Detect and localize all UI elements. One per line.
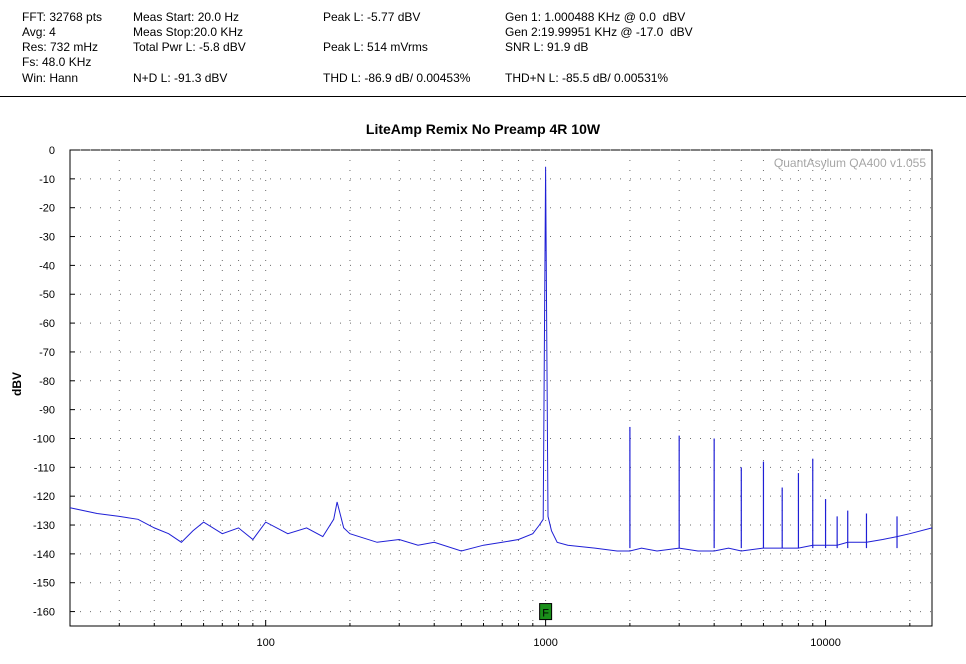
stat-peak-dbv: Peak L: -5.77 dBV (323, 10, 421, 24)
stat-peak-mv: Peak L: 514 mVrms (323, 40, 428, 54)
y-tick-label: -60 (39, 318, 55, 330)
chart-title: LiteAmp Remix No Preamp 4R 10W (365, 121, 601, 137)
y-tick-label: -10 (39, 174, 55, 186)
y-tick-label: -90 (39, 405, 55, 417)
y-tick-label: -140 (33, 549, 55, 561)
y-tick-label: -130 (33, 520, 55, 532)
stat-win: Win: Hann (22, 71, 79, 85)
y-tick-label: -100 (33, 433, 55, 445)
plot-frame (69, 149, 933, 627)
y-tick-label: -30 (39, 232, 55, 244)
header-separator (0, 96, 966, 97)
x-tick-label: 100 (256, 637, 274, 649)
y-tick-label: -80 (39, 376, 55, 388)
stat-snr: SNR L: 91.9 dB (505, 40, 589, 54)
stat-gen1: Gen 1: 1.000488 KHz @ 0.0 dBV (505, 10, 686, 24)
y-tick-label: -50 (39, 289, 55, 301)
stat-fft: FFT: 32768 pts (22, 10, 103, 24)
stat-gen2: Gen 2:19.99951 KHz @ -17.0 dBV (505, 25, 693, 39)
y-tick-label: -150 (33, 578, 55, 590)
measurement-readout-panel: FFT: 32768 pts Avg: 4 Res: 732 mHz Fs: 48.0… (0, 0, 966, 96)
stat-thd-n: THD+N L: -85.5 dB/ 0.00531% (505, 71, 669, 85)
y-tick-label: -40 (39, 260, 55, 272)
y-tick-label: -20 (39, 203, 55, 215)
software-watermark: QuantAsylum QA400 v1.055 (773, 156, 926, 170)
stat-fs: Fs: 48.0 KHz (22, 55, 92, 69)
stat-thd: THD L: -86.9 dB/ 0.00453% (323, 71, 471, 85)
stat-avg: Avg: 4 (22, 25, 56, 39)
fundamental-marker-label: F (542, 608, 549, 620)
stat-meas-start: Meas Start: 20.0 Hz (133, 10, 240, 24)
stat-res: Res: 732 mHz (22, 40, 99, 54)
y-tick-label: -70 (39, 347, 55, 359)
x-tick-label: 10000 (810, 637, 841, 649)
x-tick-label: 1000 (533, 637, 557, 649)
y-tick-label: 0 (49, 145, 55, 157)
stat-n-plus-d: N+D L: -91.3 dBV (133, 71, 228, 85)
stat-total-pwr: Total Pwr L: -5.8 dBV (133, 40, 246, 54)
y-tick-label: -110 (34, 462, 55, 474)
spectrum-trace (69, 166, 933, 552)
stat-meas-stop: Meas Stop:20.0 KHz (133, 25, 244, 39)
y-tick-label: -120 (33, 491, 55, 503)
y-tick-label: -160 (33, 607, 55, 619)
fundamental-marker[interactable] (539, 603, 553, 621)
